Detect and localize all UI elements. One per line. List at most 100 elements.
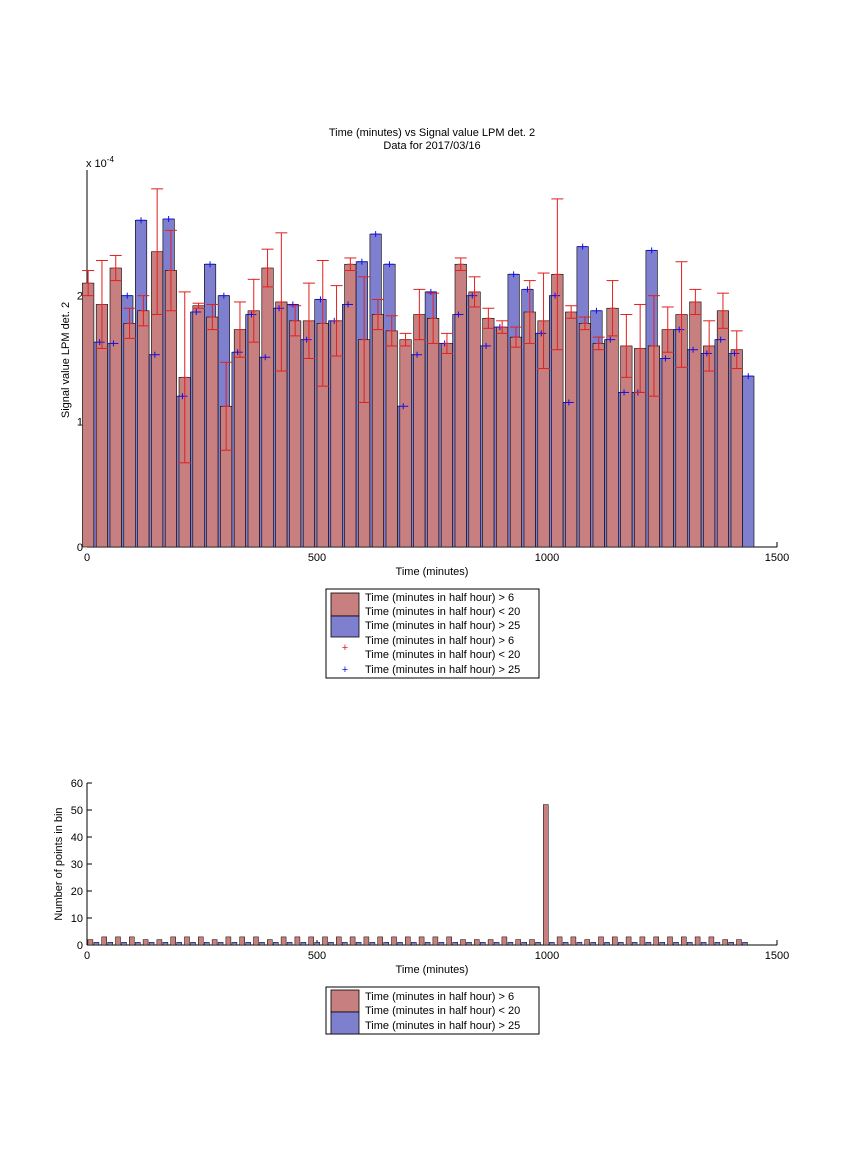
count-bar-blue — [659, 942, 665, 946]
x-tick-label: 1000 — [535, 950, 559, 962]
top-chart-ylabel: Signal value LPM det. 2 — [60, 302, 72, 418]
count-bar-blue — [328, 942, 334, 946]
bottom-chart-ylabel: Number of points in bin — [53, 807, 65, 920]
count-bar-red — [515, 939, 521, 946]
red-bar — [413, 314, 426, 548]
count-bar-red — [625, 936, 632, 946]
top-chart-exponent-base: x 10 — [86, 158, 107, 170]
count-bar-red — [667, 936, 673, 946]
count-bar-blue — [355, 942, 362, 946]
count-bar-blue — [121, 942, 127, 946]
count-bar-blue — [576, 942, 583, 946]
y-tick-label: 1 — [77, 416, 83, 428]
count-bar-red — [129, 936, 135, 946]
count-bar-red — [474, 939, 480, 946]
bottom-legend-blue-swatch — [330, 1011, 360, 1035]
bottom-legend-entry-1: Time (minutes in half hour) > 6 — [365, 991, 514, 1003]
count-bar-blue — [411, 942, 417, 946]
top-chart-xlabel: Time (minutes) — [396, 566, 469, 578]
red-bar — [164, 270, 177, 548]
bottom-legend-entry-2: Time (minutes in half hour) < 20 — [365, 1005, 520, 1017]
count-bar-blue — [645, 942, 652, 946]
legend-red-swatch — [330, 592, 360, 617]
x-tick-label: 1500 — [765, 950, 789, 962]
red-bar — [454, 263, 467, 548]
count-bar-red — [584, 939, 590, 946]
count-bar-blue — [162, 942, 169, 946]
count-bar-red — [308, 936, 314, 946]
y-tick-label: 40 — [71, 832, 83, 844]
bottom-legend: Time (minutes in half hour) > 6 Time (mi… — [325, 986, 540, 1035]
count-bar-blue — [452, 942, 458, 946]
legend-entry-5: Time (minutes in half hour) < 20 — [365, 649, 520, 661]
count-bar-red — [336, 936, 342, 946]
count-bar-red — [184, 936, 190, 946]
bottom-chart: 0 500 1000 1500 0 10 20 30 40 50 60 Time (minutes)… — [53, 778, 789, 976]
legend-blue-swatch — [330, 615, 360, 638]
count-bar-blue — [300, 942, 307, 946]
count-bar-red — [487, 939, 494, 946]
count-bar-blue — [217, 942, 224, 946]
count-bar-blue — [535, 942, 541, 946]
count-bar-red — [598, 936, 604, 946]
blue-bar — [742, 375, 755, 548]
count-bar-blue — [480, 942, 486, 946]
red-bar — [578, 323, 592, 548]
count-bar-blue — [231, 942, 238, 946]
count-bar-red — [418, 936, 425, 946]
count-bar-red — [722, 939, 728, 946]
count-bar-blue — [107, 942, 113, 946]
red-bar — [137, 310, 150, 548]
count-bar-red — [736, 939, 742, 946]
count-bar-blue — [521, 942, 527, 946]
count-bar-blue — [397, 942, 403, 946]
count-bar-blue — [618, 942, 624, 946]
count-bar-red — [432, 936, 439, 946]
legend-entry-2: Time (minutes in half hour) < 20 — [365, 606, 520, 618]
count-bar-red — [156, 939, 163, 946]
count-bar-blue — [687, 942, 693, 946]
count-bar-blue — [507, 942, 514, 946]
count-bar-blue — [273, 942, 279, 946]
count-bar-red — [460, 939, 466, 946]
bottom-chart-xlabel: Time (minutes) — [396, 964, 469, 976]
count-bar-blue — [148, 942, 155, 946]
count-bar-blue — [424, 942, 431, 946]
count-bar-red — [405, 936, 411, 946]
y-tick-label: 0 — [77, 542, 83, 554]
count-bar-blue — [245, 942, 251, 946]
count-bar-red — [556, 936, 563, 946]
red-bar — [440, 343, 454, 548]
red-bar — [468, 291, 481, 548]
count-bar-blue — [342, 942, 348, 946]
count-bar-red — [101, 936, 107, 946]
y-tick-label: 2 — [77, 291, 83, 303]
red-bar — [496, 326, 509, 548]
count-bar-blue — [286, 942, 293, 946]
bottom-legend-entry-3: Time (minutes in half hour) > 25 — [365, 1020, 520, 1032]
top-chart-title: Time (minutes) vs Signal value LPM det. … — [329, 127, 535, 139]
x-tick-label: 1500 — [765, 552, 789, 564]
red-bar — [206, 316, 219, 548]
red-bar — [371, 314, 385, 548]
x-tick-label: 0 — [84, 950, 90, 962]
count-bar-red — [391, 936, 397, 946]
count-bar-red — [543, 804, 549, 946]
y-tick-label: 10 — [71, 913, 83, 925]
red-bar — [482, 317, 495, 548]
count-bar-blue — [135, 942, 141, 946]
count-bar-blue — [714, 942, 721, 946]
legend-entry-3: Time (minutes in half hour) > 25 — [365, 620, 520, 632]
count-bar-red — [239, 936, 245, 946]
count-bar-red — [501, 936, 508, 946]
count-bar-red — [570, 936, 577, 946]
red-bar — [592, 343, 605, 548]
count-bar-blue — [314, 942, 320, 946]
top-chart-subtitle: Data for 2017/03/16 — [383, 140, 480, 152]
red-bar — [261, 267, 274, 548]
count-bar-blue — [493, 942, 500, 946]
top-chart-plot-area: 0 500 1000 1500 0 1 2 — [77, 170, 789, 564]
count-bar-blue — [204, 942, 210, 946]
top-chart-exponent: x 10-4 — [86, 155, 114, 170]
